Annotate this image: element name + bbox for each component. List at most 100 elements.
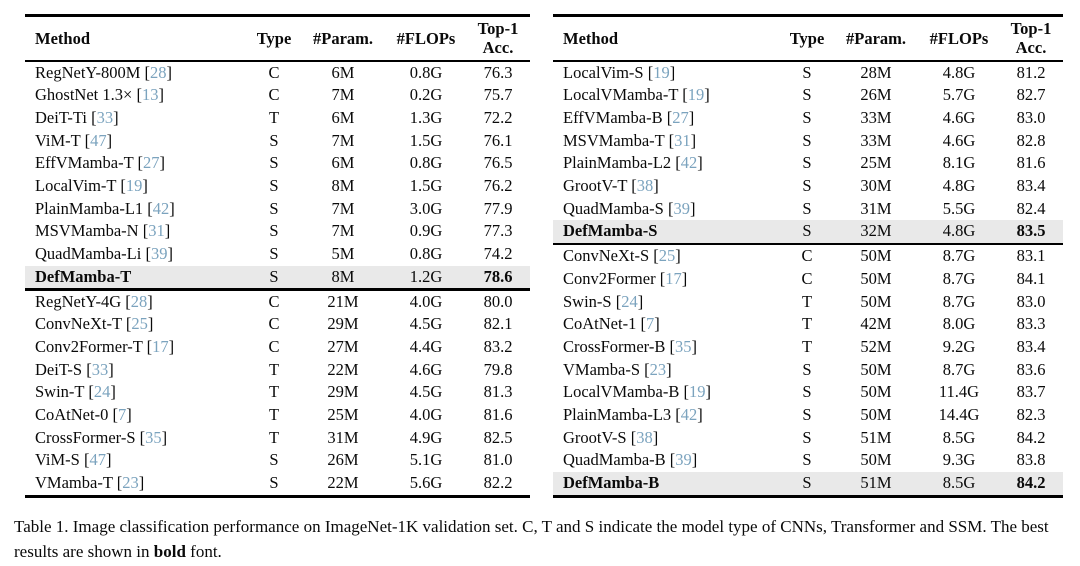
citation-link[interactable]: [17]	[656, 269, 688, 288]
citation-link[interactable]: [31]	[664, 130, 697, 150]
flops-cell: 4.5G	[409, 314, 443, 334]
citation-link[interactable]: [39]	[141, 244, 173, 263]
table-row: PlainMamba-L1 [42] S 7M 3.0G 77.9	[25, 198, 530, 221]
params-cell: 7M	[331, 85, 355, 105]
table-row: LocalVMamba-B [19] S 50M 11.4G 83.7	[553, 381, 1063, 404]
citation-close-bracket: ]	[690, 130, 697, 150]
method-cell: GrootV-T [38]	[553, 175, 781, 198]
citation-close-bracket: ]	[169, 198, 175, 218]
citation-link[interactable]: [13]	[132, 85, 164, 104]
flops-cell: 0.8G	[409, 153, 443, 173]
citation-link[interactable]: [7]	[636, 314, 659, 333]
acc-cell: 76.5	[483, 153, 513, 173]
citation-link[interactable]: [38]	[627, 176, 659, 195]
citation-number: 28	[150, 62, 167, 82]
table-row: ConvNeXt-S [25] C 50M 8.7G 83.1	[553, 245, 1063, 268]
citation-number: 27	[672, 107, 689, 127]
params-cell: 28M	[860, 62, 892, 82]
acc-cell: 82.7	[1016, 85, 1046, 105]
table-rule	[25, 494, 530, 498]
citation-open-bracket: [	[112, 473, 123, 493]
flops-cell: 4.8G	[942, 176, 976, 196]
acc-cell: 83.1	[1016, 246, 1046, 266]
citation-link[interactable]: [7]	[108, 405, 131, 424]
method-cell: PlainMamba-L2 [42]	[553, 152, 781, 175]
citation-link[interactable]: [19]	[116, 176, 148, 195]
flops-cell: 4.0G	[409, 291, 443, 311]
citation-link[interactable]: [19]	[678, 85, 710, 104]
citation-open-bracket: [	[121, 314, 132, 334]
method-name: CoAtNet-0	[35, 405, 109, 425]
table-row: DefMamba-B S 51M 8.5G 84.2	[553, 472, 1063, 495]
method-cell: ViM-T [47]	[25, 130, 248, 153]
citation-link[interactable]: [39]	[664, 199, 696, 218]
citation-link[interactable]: [24]	[84, 382, 116, 401]
citation-link[interactable]: [24]	[612, 292, 644, 311]
citation-close-bracket: ]	[147, 291, 153, 311]
acc-cell: 74.2	[483, 244, 513, 264]
citation-link[interactable]: [25]	[122, 314, 154, 333]
method-name: PlainMamba-L2	[563, 153, 672, 173]
citation-open-bracket: [	[662, 107, 673, 127]
method-name: Swin-S	[563, 291, 612, 311]
acc-cell: 82.3	[1016, 405, 1046, 425]
citation-open-bracket: [	[643, 62, 654, 82]
citation-close-bracket: ]	[106, 130, 113, 150]
flops-cell: 8.7G	[942, 291, 976, 311]
table-header-row: Method Type #Param. #FLOPs Top-1 Acc.	[553, 17, 1063, 60]
method-cell: ConvNeXt-T [25]	[25, 313, 248, 336]
citation-link[interactable]: [23]	[640, 360, 672, 379]
citation-link[interactable]: [42]	[671, 405, 703, 424]
citation-link[interactable]: [19]	[644, 63, 676, 82]
method-cell: LocalVim-S [19]	[553, 62, 781, 85]
flops-cell: 1.3G	[409, 107, 443, 127]
citation-link[interactable]: [35]	[665, 337, 697, 356]
citation-link[interactable]: [27]	[133, 153, 166, 172]
citation-link[interactable]: [19]	[679, 382, 712, 401]
flops-cell: 8.7G	[942, 268, 976, 288]
citation-link[interactable]: [31]	[139, 221, 171, 240]
citation-link[interactable]: [23]	[113, 473, 145, 492]
table-row: QuadMamba-Li [39] S 5M 0.8G 74.2	[25, 243, 530, 266]
citation-open-bracket: [	[636, 314, 646, 334]
table-row: CrossFormer-S [35] T 31M 4.9G 82.5	[25, 427, 530, 450]
citation-link[interactable]: [39]	[666, 450, 698, 469]
citation-open-bracket: [	[664, 130, 675, 150]
citation-link[interactable]: [38]	[627, 428, 659, 447]
citation-link[interactable]: [28]	[140, 62, 173, 82]
citation-link[interactable]: [17]	[143, 337, 175, 356]
type-cell: S	[802, 198, 812, 218]
citation-open-bracket: [	[140, 62, 151, 82]
method-name: PlainMamba-L1	[35, 198, 144, 218]
citation-close-bracket: ]	[105, 450, 112, 470]
method-name: DefMamba-T	[35, 266, 132, 286]
citation-link[interactable]: [42]	[143, 199, 175, 218]
params-cell: 5M	[331, 244, 355, 264]
table-rule	[25, 288, 530, 291]
acc-cell: 83.5	[1016, 221, 1046, 241]
column-header-params: #Param.	[312, 28, 374, 48]
citation-link[interactable]: [42]	[671, 153, 703, 172]
citation-link[interactable]: [35]	[136, 428, 168, 447]
citation-open-bracket: [	[665, 450, 676, 470]
column-header-acc: Top-1 Acc.	[477, 19, 519, 57]
method-name: LocalVMamba-T	[563, 85, 679, 105]
citation-close-bracket: ]	[691, 337, 697, 357]
method-name: MSVMamba-T	[563, 130, 665, 150]
citation-link[interactable]: [33]	[82, 360, 114, 379]
method-cell: RegNetY-4G [28]	[25, 291, 248, 314]
method-cell: DefMamba-T	[25, 266, 248, 289]
citation-link[interactable]: [28]	[121, 292, 153, 311]
method-name: PlainMamba-L3	[563, 405, 672, 425]
params-cell: 22M	[327, 473, 359, 493]
flops-cell: 0.9G	[409, 221, 443, 241]
citation-link[interactable]: [47]	[80, 450, 112, 469]
citation-link[interactable]: [27]	[663, 108, 695, 127]
method-cell: DeiT-Ti [33]	[25, 107, 248, 130]
citation-link[interactable]: [25]	[649, 246, 681, 265]
citation-open-bracket: [	[655, 268, 666, 288]
citation-number: 7	[645, 314, 655, 334]
citation-link[interactable]: [47]	[80, 130, 113, 150]
type-cell: S	[802, 382, 812, 402]
citation-link[interactable]: [33]	[87, 108, 119, 127]
